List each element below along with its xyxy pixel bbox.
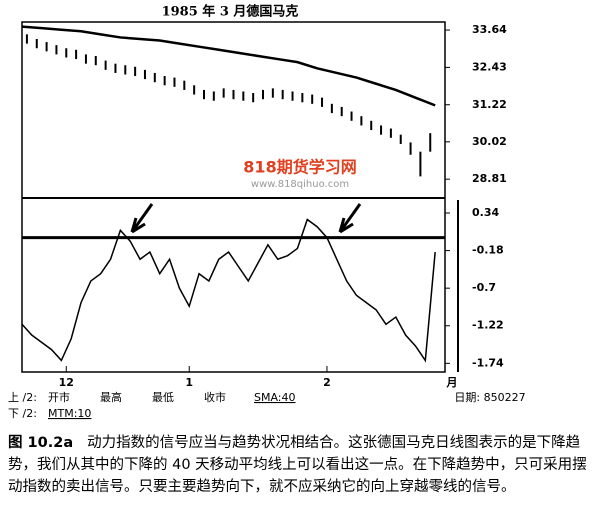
legend-item: 收市 bbox=[204, 390, 226, 404]
legend-item: 最低 bbox=[152, 391, 174, 404]
y-tick-label: -0.18 bbox=[472, 244, 504, 257]
y-tick-label: 31.22 bbox=[472, 98, 507, 111]
caption-text: 动力指数的信号应当与趋势状况相结合。这张德国马克日线图表示的是下降趋势，我们从其… bbox=[8, 435, 587, 495]
chart-title: 1985 年 3 月德国马克 bbox=[162, 4, 299, 20]
y-tick-label: -1.22 bbox=[472, 319, 504, 332]
x-axis-label: 月 bbox=[446, 376, 458, 389]
legend-mtm: MTM:10 bbox=[48, 407, 91, 420]
arrow bbox=[338, 203, 362, 234]
y-tick-label: -0.7 bbox=[472, 281, 496, 294]
sma-line bbox=[21, 25, 436, 107]
legend-prefix: 下 /2: bbox=[8, 407, 37, 420]
momentum-line bbox=[21, 218, 436, 363]
caption-label: 图 10.2a bbox=[8, 435, 74, 451]
y-tick-label: 30.02 bbox=[472, 135, 507, 148]
y-tick-label: -1.74 bbox=[472, 356, 504, 369]
caption: 图 10.2a 动力指数的信号应当与趋势状况相结合。这张德国马克日线图表示的是下降… bbox=[8, 432, 598, 498]
y-tick-label: 0.34 bbox=[472, 206, 499, 219]
y-tick-label: 28.81 bbox=[472, 172, 507, 185]
legend-item: 最高 bbox=[100, 390, 122, 404]
legend-sma: SMA:40 bbox=[254, 391, 296, 404]
y-tick-label: 33.64 bbox=[472, 23, 507, 36]
x-tick-label: 1 bbox=[185, 376, 193, 389]
chart: 1985 年 3 月德国马克 818期货学习网 www.818qihuo.com… bbox=[8, 4, 526, 421]
arrow bbox=[130, 203, 154, 234]
x-tick-label: 2 bbox=[323, 376, 331, 389]
watermark-url: www.818qihuo.com bbox=[251, 179, 349, 190]
legend-date: 日期: 850227 bbox=[454, 391, 525, 404]
legend-item: 开市 bbox=[48, 390, 70, 404]
x-tick-label: 12 bbox=[59, 376, 74, 389]
legend-prefix: 上 /2: bbox=[8, 391, 37, 404]
y-tick-label: 32.43 bbox=[472, 60, 507, 73]
watermark: 818期货学习网 bbox=[243, 158, 356, 177]
